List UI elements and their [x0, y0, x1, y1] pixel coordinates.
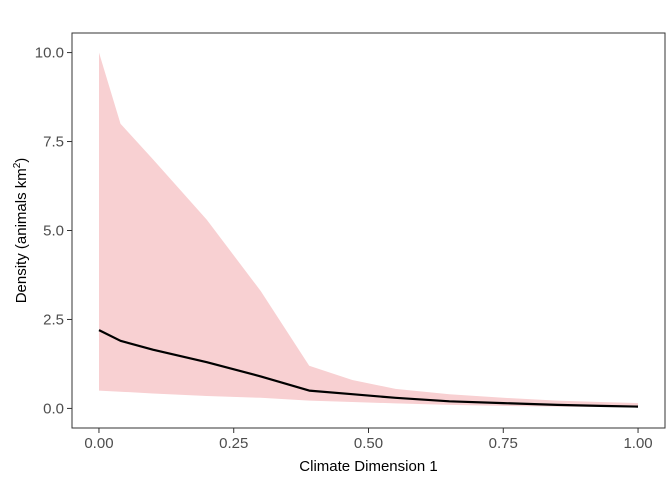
y-axis-title: Density (animals km2) — [12, 158, 30, 304]
x-axis-title: Climate Dimension 1 — [299, 458, 437, 475]
x-tick-label: 0.75 — [489, 435, 518, 452]
y-axis-title-close: ) — [13, 158, 30, 163]
x-tick-label: 0.00 — [84, 435, 113, 452]
y-tick-label: 2.5 — [43, 311, 64, 328]
x-axis: 0.00 0.25 0.50 0.75 1.00 — [84, 428, 653, 452]
mean-density-line — [98, 329, 639, 408]
y-axis: 0.0 2.5 5.0 7.5 10.0 — [35, 45, 72, 417]
y-tick-label: 5.0 — [43, 223, 64, 240]
y-tick-label: 7.5 — [43, 134, 64, 151]
x-tick-label: 1.00 — [623, 435, 652, 452]
confidence-band — [99, 52, 638, 408]
x-tick-label: 0.50 — [354, 435, 383, 452]
y-axis-title-main: Density (animals km — [13, 168, 30, 303]
x-tick-label: 0.25 — [219, 435, 248, 452]
y-axis-title-superscript: 2 — [12, 162, 23, 168]
y-tick-label: 10.0 — [35, 45, 64, 62]
confidence-band-layer — [99, 52, 638, 408]
y-tick-label: 0.0 — [43, 400, 64, 417]
mean-line-layer — [98, 329, 639, 408]
